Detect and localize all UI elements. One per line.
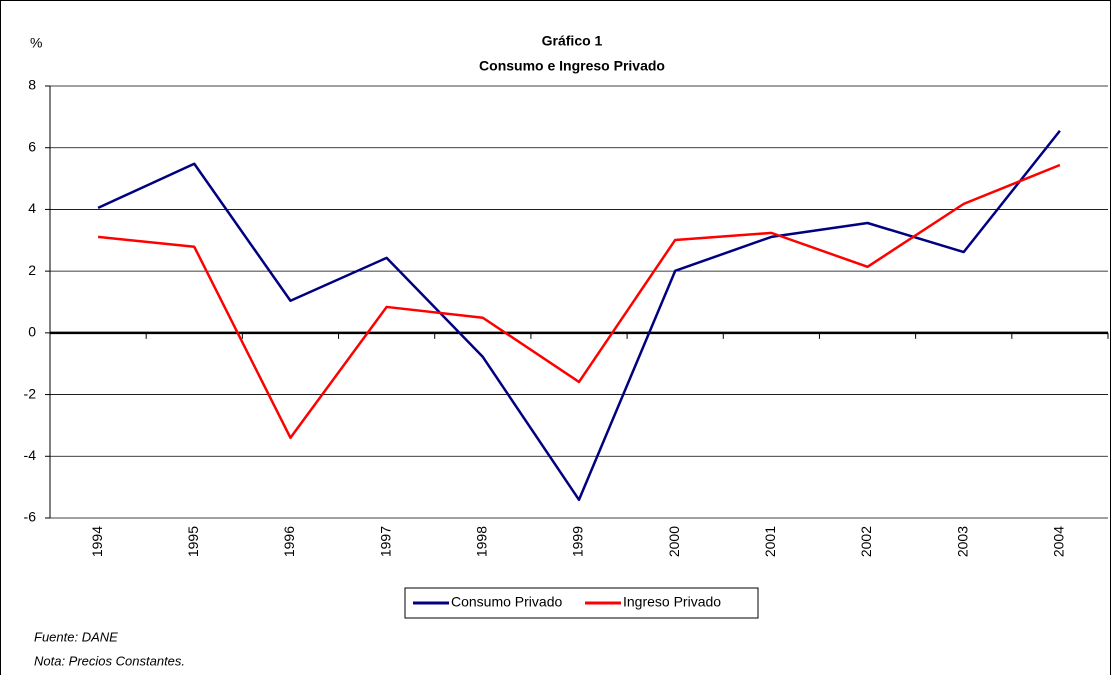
y-tick-label: 6 <box>28 138 36 154</box>
y-axis-label: % <box>30 35 42 51</box>
series-line <box>97 163 1061 440</box>
series-line <box>97 129 1061 502</box>
chart-subtitle: Consumo e Ingreso Privado <box>479 58 665 74</box>
source-note: Fuente: DANE <box>34 629 118 644</box>
x-tick-label: 2001 <box>762 526 778 557</box>
y-tick-label: -4 <box>24 447 37 463</box>
legend-label: Ingreso Privado <box>623 594 721 610</box>
x-tick-label: 2002 <box>858 526 874 557</box>
x-tick-label: 1997 <box>377 526 393 557</box>
y-tick-label: 8 <box>28 77 36 93</box>
legend-box <box>404 587 759 619</box>
y-tick-label: 0 <box>28 324 36 340</box>
x-tick-label: 1999 <box>570 526 586 557</box>
y-tick-label: -6 <box>24 509 37 525</box>
x-tick-label: 1998 <box>474 526 490 557</box>
y-tick-label: 4 <box>28 200 36 216</box>
x-tick-label: 2004 <box>1051 526 1067 557</box>
legend-label: Consumo Privado <box>451 594 562 610</box>
y-tick-label: 2 <box>28 262 36 278</box>
x-tick-label: 2000 <box>666 526 682 557</box>
footnote: Nota: Precios Constantes. <box>34 653 185 668</box>
x-tick-label: 1996 <box>281 526 297 557</box>
chart-title: Gráfico 1 <box>542 33 603 49</box>
y-tick-label: -2 <box>24 385 37 401</box>
x-tick-label: 1995 <box>185 526 201 557</box>
x-tick-label: 1994 <box>89 526 105 557</box>
x-tick-label: 2003 <box>954 526 970 557</box>
